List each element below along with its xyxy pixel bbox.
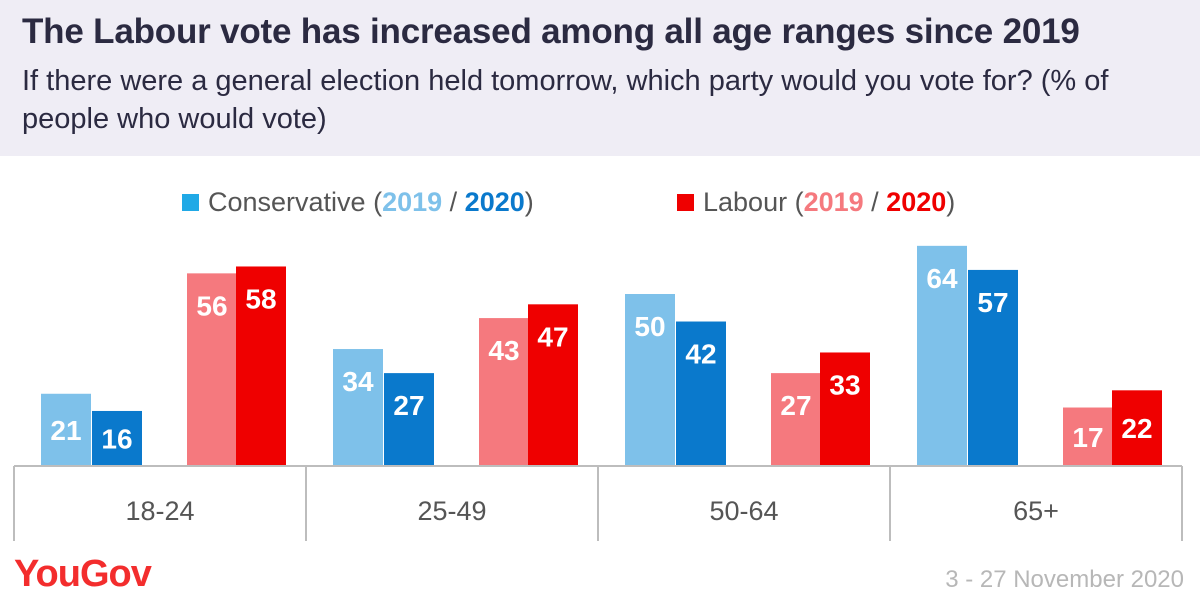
bar-25-49-labour-2020 xyxy=(528,304,578,466)
data-label-65+-labour-2020: 22 xyxy=(1121,413,1152,444)
legend-label-labour: Labour xyxy=(703,187,788,217)
bar-65+-labour-2019 xyxy=(1063,407,1113,466)
legend-swatch-conservative xyxy=(182,194,199,211)
chart-legend: Conservative (2019 / 2020) Labour (2019 … xyxy=(0,180,1200,224)
fieldwork-date: 3 - 27 November 2020 xyxy=(945,566,1184,593)
legend-paren-close: ) xyxy=(946,187,956,217)
x-tick-label: 25-49 xyxy=(417,496,486,526)
legend-paren-close: ) xyxy=(524,187,534,217)
x-tick-label: 65+ xyxy=(1013,496,1059,526)
legend-swatch-labour xyxy=(677,194,694,211)
data-label-65+-conservative-2019: 64 xyxy=(926,263,958,294)
bar-18-24-labour-2019 xyxy=(187,273,237,466)
bar-25-49-labour-2019 xyxy=(479,318,529,466)
legend-separator: / xyxy=(442,187,465,217)
data-label-25-49-conservative-2019: 34 xyxy=(342,366,374,397)
yougov-logo: YouGov xyxy=(14,553,152,595)
data-label-18-24-labour-2020: 58 xyxy=(245,283,276,314)
bar-25-49-conservative-2020 xyxy=(384,373,434,466)
data-label-50-64-conservative-2019: 50 xyxy=(634,311,665,342)
legend-item-conservative: Conservative (2019 / 2020) xyxy=(182,180,534,224)
x-tick-label: 18-24 xyxy=(125,496,194,526)
bar-50-64-conservative-2020 xyxy=(676,321,726,466)
data-label-18-24-conservative-2019: 21 xyxy=(50,415,81,446)
chart-header: The Labour vote has increased among all … xyxy=(0,0,1200,156)
legend-separator: / xyxy=(863,187,887,217)
data-label-25-49-labour-2019: 43 xyxy=(488,335,519,366)
bar-25-49-conservative-2019 xyxy=(333,349,383,466)
legend-year-conservative-2019: 2019 xyxy=(382,187,443,217)
chart-subtitle: If there were a general election held to… xyxy=(22,65,1109,135)
x-tick-label: 50-64 xyxy=(709,496,778,526)
data-label-18-24-labour-2019: 56 xyxy=(196,290,227,321)
bar-65+-labour-2020 xyxy=(1112,390,1162,466)
data-label-50-64-labour-2020: 33 xyxy=(829,369,860,400)
chart-title: The Labour vote has increased among all … xyxy=(22,12,1080,51)
data-label-18-24-conservative-2020: 16 xyxy=(101,423,132,454)
bar-50-64-labour-2020 xyxy=(820,352,870,466)
bar-65+-conservative-2019 xyxy=(917,245,967,466)
data-label-50-64-labour-2019: 27 xyxy=(780,390,811,421)
bar-18-24-conservative-2020 xyxy=(92,410,142,466)
bar-18-24-labour-2020 xyxy=(236,266,286,466)
bar-50-64-conservative-2019 xyxy=(625,294,675,466)
data-label-65+-conservative-2020: 57 xyxy=(977,287,1008,318)
legend-paren-open: ( xyxy=(787,187,804,217)
legend-item-labour: Labour (2019 / 2020) xyxy=(677,180,955,224)
legend-year-labour-2020: 2020 xyxy=(886,187,947,217)
bar-18-24-conservative-2019 xyxy=(41,393,91,466)
legend-year-labour-2019: 2019 xyxy=(803,187,864,217)
legend-paren-open: ( xyxy=(365,187,383,217)
data-label-25-49-conservative-2020: 27 xyxy=(393,390,424,421)
bar-65+-conservative-2020 xyxy=(968,269,1018,466)
legend-year-conservative-2020: 2020 xyxy=(464,187,525,217)
legend-label-conservative: Conservative xyxy=(208,187,366,217)
data-label-25-49-labour-2020: 47 xyxy=(537,321,568,352)
data-label-50-64-conservative-2020: 42 xyxy=(685,339,716,370)
data-label-65+-labour-2019: 17 xyxy=(1072,422,1103,453)
bar-50-64-labour-2019 xyxy=(771,373,821,466)
